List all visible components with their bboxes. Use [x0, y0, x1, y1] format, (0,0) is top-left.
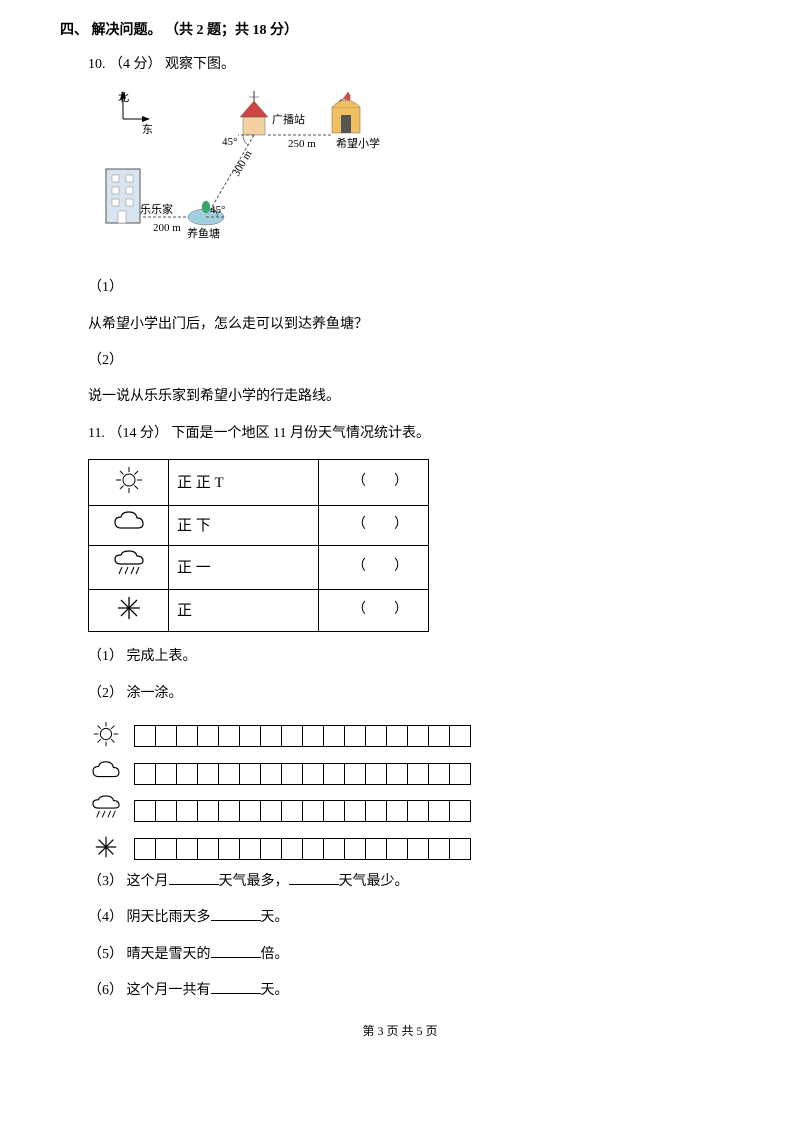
- compass-east: 东: [142, 123, 153, 136]
- q11-sub3: （3） 这个月天气最多，天气最少。: [88, 871, 740, 893]
- d200: 200 m: [153, 222, 181, 234]
- paren-cell: （ ）: [319, 590, 429, 632]
- map-diagram: 北 东 广播站 250 m 希望小学 45° 300 m 45° 养鱼塘 200…: [88, 87, 398, 257]
- sun-icon: [89, 460, 169, 506]
- chart-boxes: [134, 763, 471, 785]
- paren-cell: （ ）: [319, 506, 429, 546]
- chart-row: [88, 834, 740, 865]
- snow-icon: [89, 590, 169, 632]
- chart-row: [88, 760, 740, 789]
- q11-sub1: （1） 完成上表。: [88, 646, 740, 668]
- weather-table: 正 正 T （ ） 正 下 （ ） 正 一 （ ） 正 （ ）: [88, 459, 429, 632]
- chart-row: [88, 719, 740, 754]
- compass-north: 北: [118, 91, 129, 104]
- q10-sub1-text: 从希望小学出门后，怎么走可以到达养鱼塘？: [88, 314, 740, 336]
- sun-icon: [88, 719, 124, 754]
- school-label: 希望小学: [336, 136, 380, 150]
- q10-sub2-text: 说一说从乐乐家到希望小学的行走路线。: [88, 386, 740, 408]
- table-row: 正 一 （ ）: [89, 546, 429, 590]
- angle-45b: 45°: [210, 204, 225, 216]
- pond-label: 养鱼塘: [187, 226, 220, 240]
- d250: 250 m: [288, 138, 316, 150]
- d300: 300 m: [230, 148, 255, 178]
- q10-header: 10. （4 分） 观察下图。: [88, 54, 740, 76]
- chart-boxes: [134, 725, 471, 747]
- paren-cell: （ ）: [319, 546, 429, 590]
- q10-sub2-label: （2）: [88, 350, 740, 372]
- tally-cell: 正: [169, 590, 319, 632]
- rain-icon: [88, 795, 124, 828]
- chart-boxes: [134, 800, 471, 822]
- q11-sub6: （6） 这个月一共有天。: [88, 980, 740, 1002]
- snow-icon: [88, 834, 124, 865]
- tally-cell: 正 下: [169, 506, 319, 546]
- chart-boxes: [134, 838, 471, 860]
- q11-header: 11. （14 分） 下面是一个地区 11 月份天气情况统计表。: [88, 423, 740, 445]
- paren-cell: （ ）: [319, 460, 429, 506]
- table-row: 正 下 （ ）: [89, 506, 429, 546]
- q11-sub5: （5） 晴天是雪天的倍。: [88, 944, 740, 966]
- page-footer: 第 3 页 共 5 页: [60, 1022, 740, 1041]
- tally-cell: 正 一: [169, 546, 319, 590]
- tally-cell: 正 正 T: [169, 460, 319, 506]
- chart-area: [60, 719, 740, 865]
- home-label: 乐乐家: [140, 202, 173, 216]
- table-row: 正 （ ）: [89, 590, 429, 632]
- broadcast-label: 广播站: [272, 112, 305, 126]
- chart-row: [88, 795, 740, 828]
- q11-sub4: （4） 阴天比雨天多天。: [88, 907, 740, 929]
- q10-sub1-label: （1）: [88, 277, 740, 299]
- cloud-icon: [89, 506, 169, 546]
- angle-45a: 45°: [222, 136, 237, 148]
- cloud-icon: [88, 760, 124, 789]
- section-title: 四、 解决问题。 （共 2 题；共 18 分）: [60, 20, 740, 42]
- table-row: 正 正 T （ ）: [89, 460, 429, 506]
- q11-sub2: （2） 涂一涂。: [88, 683, 740, 705]
- rain-icon: [89, 546, 169, 590]
